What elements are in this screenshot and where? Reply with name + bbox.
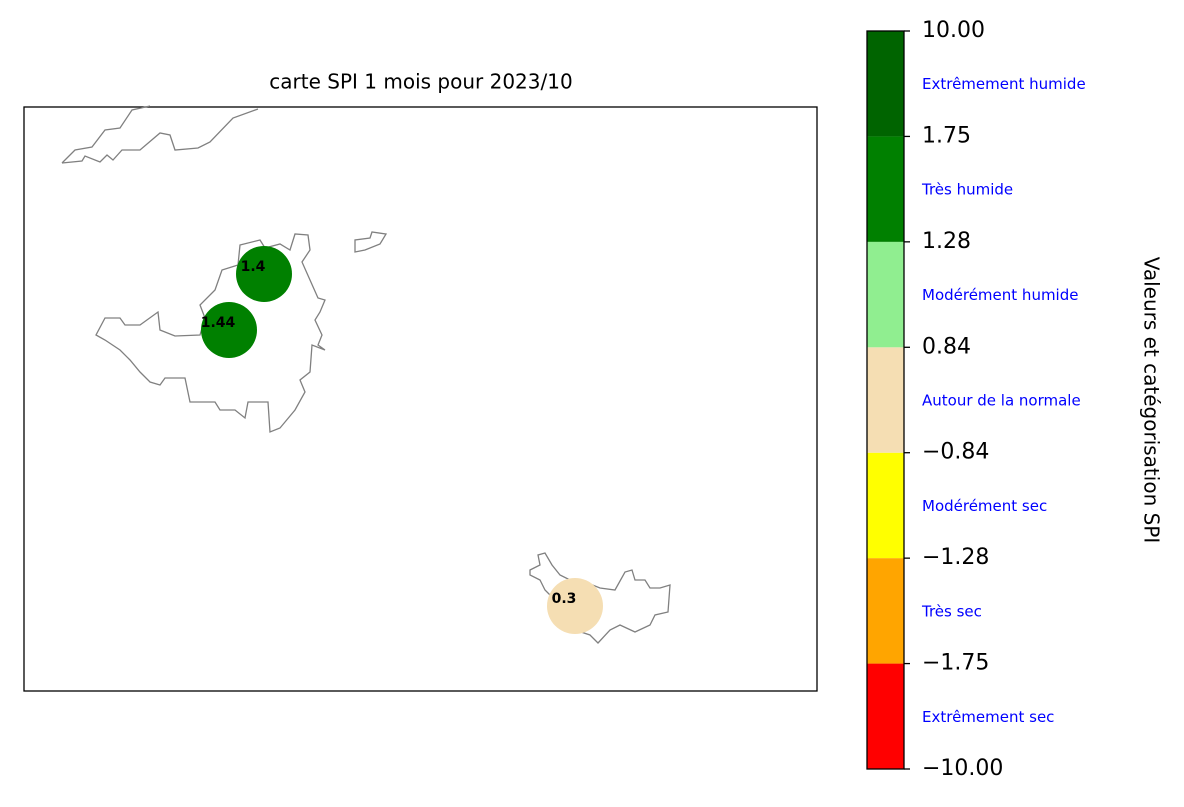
tick-label: −1.75 [922, 651, 989, 676]
colorbar-label: Valeurs et catégorisation SPI [1140, 257, 1164, 544]
map-frame [23, 106, 818, 692]
tick-label: 1.28 [922, 229, 971, 254]
station-marker [201, 302, 257, 358]
tick-label: −1.28 [922, 545, 989, 570]
islet-outline [354, 231, 388, 253]
station-marker [236, 246, 292, 302]
coastlines [61, 105, 671, 644]
colorbar-frame [866, 30, 905, 770]
coastline [61, 108, 259, 164]
tick-label: −10.00 [922, 756, 1003, 781]
colorbar-segment [867, 558, 904, 664]
category-label: Très sec [921, 602, 982, 620]
tick-label: 0.84 [922, 334, 971, 359]
category-label: Extrêmement humide [922, 75, 1086, 93]
colorbar-segment [867, 663, 904, 769]
colorbar-segment [867, 241, 904, 348]
category-label: Modérément humide [922, 286, 1078, 304]
value-label: 1.4 [241, 259, 266, 275]
island-outline [95, 233, 326, 433]
colorbar-segment [867, 347, 904, 453]
category-label: Très humide [921, 181, 1013, 199]
category-label: Autour de la normale [922, 392, 1081, 410]
coastline [61, 105, 151, 164]
colorbar-segment [867, 452, 904, 559]
station-marker [547, 578, 603, 634]
chart-title: carte SPI 1 mois pour 2023/10 [269, 70, 572, 94]
category-label: Modérément sec [922, 497, 1047, 515]
colorbar-segment [867, 136, 904, 242]
value-label: 1.44 [201, 315, 236, 331]
tick-label: 1.75 [922, 123, 971, 148]
value-label: 0.3 [552, 591, 577, 607]
tick-label: −0.84 [922, 440, 989, 465]
colorbar-segment [867, 31, 904, 137]
category-label: Extrêmement sec [922, 708, 1054, 726]
tick-label: 10.00 [922, 18, 985, 43]
